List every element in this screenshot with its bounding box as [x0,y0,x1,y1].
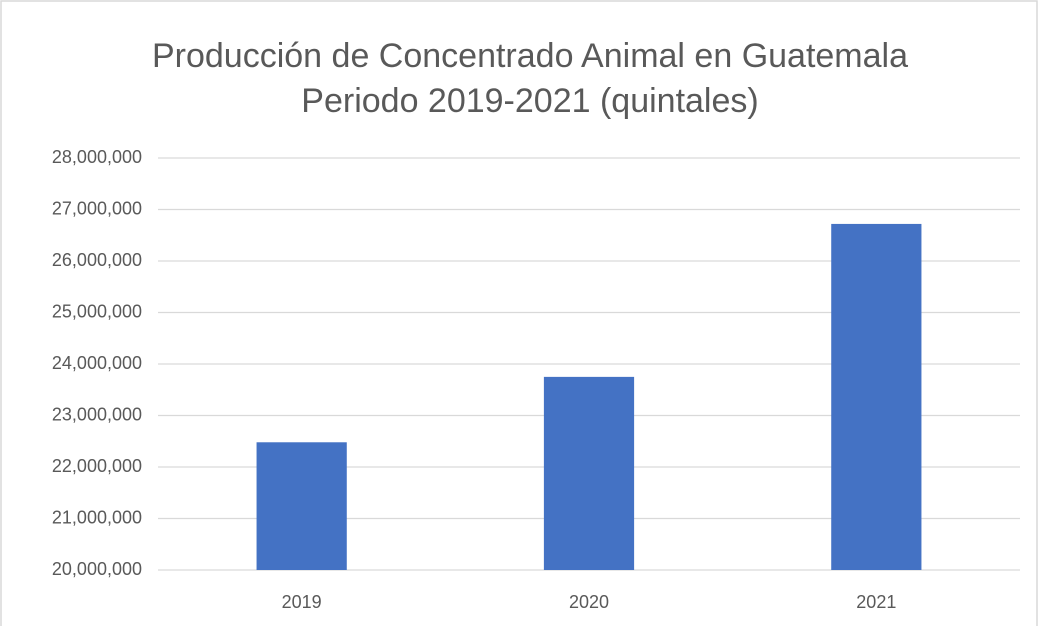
y-tick-label: 20,000,000 [52,559,142,579]
y-tick-label: 28,000,000 [52,147,142,167]
chart-title: Periodo 2019-2021 (quintales) [301,82,758,120]
y-tick-label: 24,000,000 [52,353,142,373]
bar [831,223,922,571]
x-tick-label: 2021 [856,592,896,612]
bar [256,442,347,570]
y-tick-label: 21,000,000 [52,507,142,527]
y-tick-label: 26,000,000 [52,250,142,270]
x-tick-label: 2019 [282,592,322,612]
chart-title: Producción de Concentrado Animal en Guat… [152,37,908,75]
y-tick-label: 23,000,000 [52,404,142,424]
y-tick-label: 22,000,000 [52,456,142,476]
bar [543,376,635,570]
y-tick-label: 27,000,000 [52,198,142,218]
x-tick-label: 2020 [569,592,609,612]
y-tick-label: 25,000,000 [52,301,142,321]
